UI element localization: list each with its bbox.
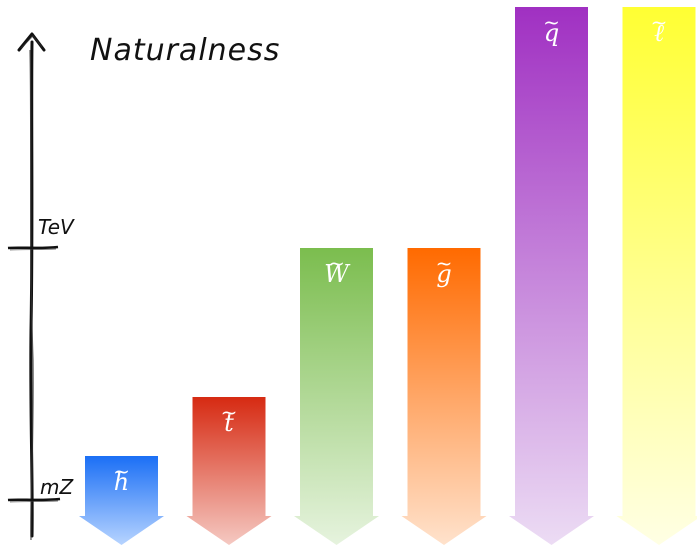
symbol-stop: t [224, 409, 234, 437]
column-slepton: ~ℓ [616, 7, 697, 545]
tev-tick [7, 245, 59, 250]
column-gluino: ~g [401, 248, 487, 545]
axis-line-sketch [29, 49, 34, 541]
column-wino: ~W [294, 248, 379, 545]
column-arrow-squark [509, 7, 594, 545]
mz-label: mZ [40, 475, 74, 499]
column-arrow-gluino [401, 248, 487, 545]
column-stop: ~t [186, 397, 272, 545]
tilde-mark-slepton: ~ [651, 10, 668, 34]
columns: ~h~t~W ~g~q ~ℓ [79, 7, 697, 545]
tev-label: TeV [38, 215, 75, 239]
symbol-gluino: g [436, 260, 451, 288]
mz-tick [7, 497, 61, 502]
tilde-mark-higgsino: ~ [113, 459, 130, 483]
tev-tick-sketch [9, 248, 57, 251]
axis-arrowhead-sketch [20, 35, 43, 49]
symbol-higgsino: h [114, 468, 129, 496]
column-arrow-slepton [616, 7, 697, 545]
symbol-squark: q [544, 19, 559, 47]
mz-tick-sketch [9, 500, 59, 503]
vertical-axis: TeV mZ [7, 32, 75, 541]
column-squark: ~q [509, 7, 594, 545]
symbol-slepton: ℓ [654, 19, 664, 47]
tilde-mark-wino: ~ [328, 251, 345, 275]
column-arrow-higgsino [79, 456, 164, 545]
tilde-mark-stop: ~ [221, 400, 238, 424]
tilde-mark-gluino: ~ [436, 251, 453, 275]
column-arrow-stop [186, 397, 272, 545]
column-arrow-wino [294, 248, 379, 545]
diagram-title: Naturalness [90, 33, 280, 68]
tilde-mark-squark: ~ [543, 10, 560, 34]
column-higgsino: ~h [79, 456, 164, 545]
symbol-wino: W [324, 260, 351, 288]
